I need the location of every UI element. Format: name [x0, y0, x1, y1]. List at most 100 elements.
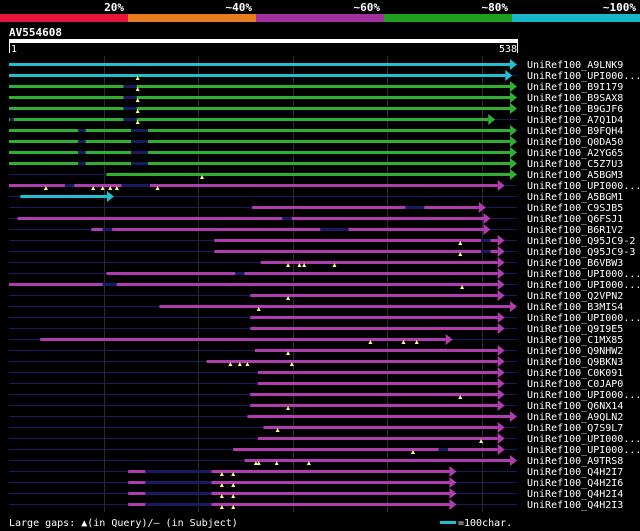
hit-label[interactable]: UniRef100_Q9BKN3	[527, 357, 623, 368]
hit-row[interactable]: UniRef100_Q4H2I6	[9, 477, 623, 489]
hit-row[interactable]: UniRef100_UPI000...	[9, 268, 640, 280]
hit-row[interactable]: UniRef100_A2YG65	[9, 147, 623, 159]
query-gap-marker	[219, 472, 224, 476]
hit-label[interactable]: UniRef100_UPI000...	[527, 434, 640, 445]
hit-label[interactable]: UniRef100_A9TRS8	[527, 456, 623, 467]
hit-row[interactable]: UniRef100_Q7S9L7	[9, 422, 623, 434]
hit-label[interactable]: UniRef100_Q6FSJ1	[527, 214, 623, 225]
hit-row[interactable]: UniRef100_UPI000...	[9, 312, 640, 324]
hit-label[interactable]: UniRef100_UPI000...	[527, 181, 640, 192]
hit-label[interactable]: UniRef100_C0JAP0	[527, 379, 623, 390]
hit-label[interactable]: UniRef100_B9FQH4	[527, 126, 623, 137]
hit-bar	[9, 107, 510, 110]
hit-row[interactable]: UniRef100_A9QLN2	[9, 411, 623, 423]
hit-label[interactable]: UniRef100_A9LNK9	[527, 60, 623, 71]
hit-row[interactable]: UniRef100_UPI000...	[9, 444, 640, 456]
hit-label[interactable]: UniRef100_B6R1V2	[527, 225, 623, 236]
query-gap-marker	[199, 175, 204, 179]
hit-row[interactable]: UniRef100_Q0DA50	[9, 136, 623, 148]
hit-row[interactable]: UniRef100_A5BGM1	[9, 191, 623, 203]
hit-arrowhead	[488, 114, 496, 125]
hit-bar	[106, 272, 498, 275]
hit-label[interactable]: UniRef100_A5BGM1	[527, 192, 623, 203]
hit-label[interactable]: UniRef100_UPI000...	[527, 269, 640, 280]
hit-label[interactable]: UniRef100_B9SAX8	[527, 93, 623, 104]
hit-row[interactable]: UniRef100_C1MX85	[9, 334, 623, 346]
hit-label[interactable]: UniRef100_Q4H2I3	[527, 500, 623, 511]
hit-arrowhead	[497, 268, 505, 279]
hit-label[interactable]: UniRef100_B6VBW3	[527, 258, 623, 269]
hit-row[interactable]: UniRef100_Q4H2I4	[9, 488, 623, 500]
hit-label[interactable]: UniRef100_Q4H2I7	[527, 467, 623, 478]
hit-label[interactable]: UniRef100_C1MX85	[527, 335, 623, 346]
hit-row[interactable]: UniRef100_A5BGM3	[9, 169, 623, 181]
hit-label[interactable]: UniRef100_Q7S9L7	[527, 423, 623, 434]
hit-row[interactable]: UniRef100_Q2VPN2	[9, 290, 623, 302]
hit-arrowhead	[510, 59, 517, 70]
hit-row[interactable]: UniRef100_B6VBW3	[9, 257, 623, 269]
subject-gap	[78, 129, 86, 132]
hit-row[interactable]: UniRef100_Q4H2I3	[9, 499, 623, 511]
hit-row[interactable]: UniRef100_Q9I9E5	[9, 323, 623, 335]
hit-label[interactable]: UniRef100_C0K091	[527, 368, 623, 379]
hit-row[interactable]: UniRef100_C9SJB5	[9, 202, 623, 214]
hit-label[interactable]: UniRef100_Q2VPN2	[527, 291, 623, 302]
hit-label[interactable]: UniRef100_C5Z7U3	[527, 159, 623, 170]
hit-row[interactable]: UniRef100_Q9NHW2	[9, 345, 623, 357]
hit-row[interactable]: UniRef100_UPI000...	[9, 433, 640, 445]
scale-label: 20%	[104, 1, 124, 14]
hit-row[interactable]: UniRef100_A9TRS8	[9, 455, 623, 467]
hit-row[interactable]: UniRef100_Q95JC9-3	[9, 246, 635, 258]
hit-row[interactable]: UniRef100_Q95JC9-2	[9, 235, 635, 247]
hit-row[interactable]: UniRef100_UPI000...	[9, 389, 640, 401]
query-gap-marker	[479, 439, 484, 443]
hit-label[interactable]: UniRef100_Q0DA50	[527, 137, 623, 148]
hit-row[interactable]: UniRef100_UPI000...	[9, 279, 640, 291]
hit-label[interactable]: UniRef100_Q95JC9-2	[527, 236, 635, 247]
hit-row[interactable]: UniRef100_Q6FSJ1	[9, 213, 623, 225]
hit-label[interactable]: UniRef100_UPI000...	[527, 71, 640, 82]
hit-row[interactable]: UniRef100_A7Q1D4	[9, 114, 623, 126]
hit-row[interactable]: UniRef100_B9SAX8	[9, 92, 623, 104]
hit-label[interactable]: UniRef100_UPI000...	[527, 445, 640, 456]
hit-row[interactable]: UniRef100_B9GJF6	[9, 103, 623, 115]
hit-label[interactable]: UniRef100_Q4H2I6	[527, 478, 623, 489]
hit-row[interactable]: UniRef100_Q4H2I7	[9, 466, 623, 478]
hit-row[interactable]: UniRef100_B3MIS4	[9, 301, 623, 313]
hit-row[interactable]: UniRef100_Q6NX14	[9, 400, 623, 412]
hit-row[interactable]: UniRef100_UPI000...	[9, 180, 640, 192]
hit-label[interactable]: UniRef100_Q9NHW2	[527, 346, 623, 357]
hit-bar	[9, 96, 510, 99]
hit-arrowhead	[497, 257, 505, 268]
hit-label[interactable]: UniRef100_A9QLN2	[527, 412, 623, 423]
hit-label[interactable]: UniRef100_B9I179	[527, 82, 623, 93]
hit-label[interactable]: UniRef100_Q4H2I4	[527, 489, 623, 500]
hit-row[interactable]: UniRef100_UPI000...	[9, 70, 640, 82]
hit-label[interactable]: UniRef100_UPI000...	[527, 280, 640, 291]
hit-label[interactable]: UniRef100_C9SJB5	[527, 203, 623, 214]
query-gap-marker	[286, 263, 291, 267]
hit-label[interactable]: UniRef100_A7Q1D4	[527, 115, 623, 126]
hit-label[interactable]: UniRef100_UPI000...	[527, 313, 640, 324]
hit-arrowhead	[497, 235, 505, 246]
hit-row[interactable]: UniRef100_Q9BKN3	[9, 356, 623, 368]
hit-arrowhead	[497, 433, 505, 444]
hit-label[interactable]: UniRef100_B3MIS4	[527, 302, 623, 313]
hit-label[interactable]: UniRef100_Q9I9E5	[527, 324, 623, 335]
hit-row[interactable]: UniRef100_A9LNK9	[9, 59, 623, 71]
hit-label[interactable]: UniRef100_B9GJF6	[527, 104, 623, 115]
hit-label[interactable]: UniRef100_Q6NX14	[527, 401, 623, 412]
hit-row[interactable]: UniRef100_B9FQH4	[9, 125, 623, 137]
subject-gap	[131, 151, 149, 154]
hit-arrowhead	[497, 180, 505, 191]
hit-label[interactable]: UniRef100_UPI000...	[527, 390, 640, 401]
hit-label[interactable]: UniRef100_A2YG65	[527, 148, 623, 159]
hit-row[interactable]: UniRef100_B9I179	[9, 81, 623, 93]
hit-label[interactable]: UniRef100_A5BGM3	[527, 170, 623, 181]
hit-row[interactable]: UniRef100_C5Z7U3	[9, 158, 623, 170]
query-gap-marker	[286, 296, 291, 300]
hit-label[interactable]: UniRef100_Q95JC9-3	[527, 247, 635, 258]
hit-row[interactable]: UniRef100_C0K091	[9, 367, 623, 379]
hit-row[interactable]: UniRef100_C0JAP0	[9, 378, 623, 390]
hit-row[interactable]: UniRef100_B6R1V2	[9, 224, 623, 236]
